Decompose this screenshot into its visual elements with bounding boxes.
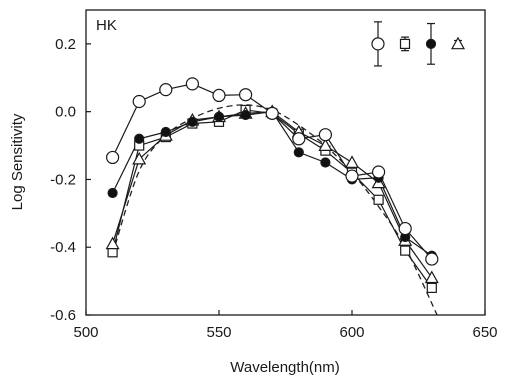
x-tick-label: 500 xyxy=(73,324,98,341)
point-open-circle xyxy=(372,165,386,179)
point-filled-circle xyxy=(107,187,118,199)
y-tick-label: 0.0 xyxy=(55,104,76,121)
legend-marker-open-square xyxy=(399,38,411,49)
point-open-square xyxy=(400,245,411,256)
x-tick-label: 550 xyxy=(206,324,231,341)
point-open-square xyxy=(373,194,384,205)
y-tick-label: 0.2 xyxy=(55,36,76,53)
legend-marker-open-circle xyxy=(371,37,385,51)
dashed-template-curve xyxy=(111,104,438,316)
point-open-circle xyxy=(212,88,226,103)
point-open-circle xyxy=(132,94,146,109)
y-tick-label: -0.6 xyxy=(50,307,76,324)
point-open-triangle xyxy=(105,236,120,250)
template-curve-line xyxy=(111,104,438,316)
point-open-circle xyxy=(292,132,306,146)
error-bar-legend xyxy=(371,21,466,67)
point-open-triangle xyxy=(344,155,360,168)
point-filled-circle xyxy=(213,111,225,122)
point-open-circle xyxy=(398,221,412,236)
panel-label: HK xyxy=(96,17,117,34)
series-line-open-triangle xyxy=(112,111,433,279)
point-filled-circle xyxy=(134,133,145,144)
y-tick-label: -0.4 xyxy=(50,239,76,256)
point-open-circle xyxy=(345,169,359,183)
point-open-triangle xyxy=(424,270,439,284)
point-open-circle xyxy=(105,150,120,165)
legend-marker-open-triangle xyxy=(450,36,466,50)
point-open-triangle xyxy=(132,151,147,165)
x-tick-label: 650 xyxy=(472,324,497,341)
point-open-circle xyxy=(239,88,253,102)
point-filled-circle xyxy=(160,126,171,138)
tick-labels: 500 550 600 650 -0.6 -0.4 -0.2 0.0 0.2 xyxy=(50,36,497,341)
data-series xyxy=(105,77,439,293)
y-tick-label: -0.2 xyxy=(50,171,76,188)
legend-marker-filled-circle xyxy=(425,38,437,49)
axis-ticks xyxy=(85,43,486,316)
point-open-circle xyxy=(318,128,332,142)
point-open-triangle xyxy=(318,138,333,151)
point-open-circle xyxy=(159,83,173,97)
point-filled-circle xyxy=(293,147,304,158)
y-axis-label: Log Sensitivity xyxy=(9,113,26,210)
point-open-circle xyxy=(425,252,439,266)
point-open-circle xyxy=(185,77,199,91)
plot-frame xyxy=(85,9,486,316)
x-axis-label: Wavelength(nm) xyxy=(230,359,339,376)
point-open-square xyxy=(426,282,437,293)
point-filled-circle xyxy=(240,109,251,121)
series-line-open-square xyxy=(112,109,433,289)
point-filled-circle xyxy=(320,157,331,168)
point-filled-circle xyxy=(187,116,198,127)
x-tick-label: 600 xyxy=(339,324,364,341)
point-open-circle xyxy=(265,106,279,120)
